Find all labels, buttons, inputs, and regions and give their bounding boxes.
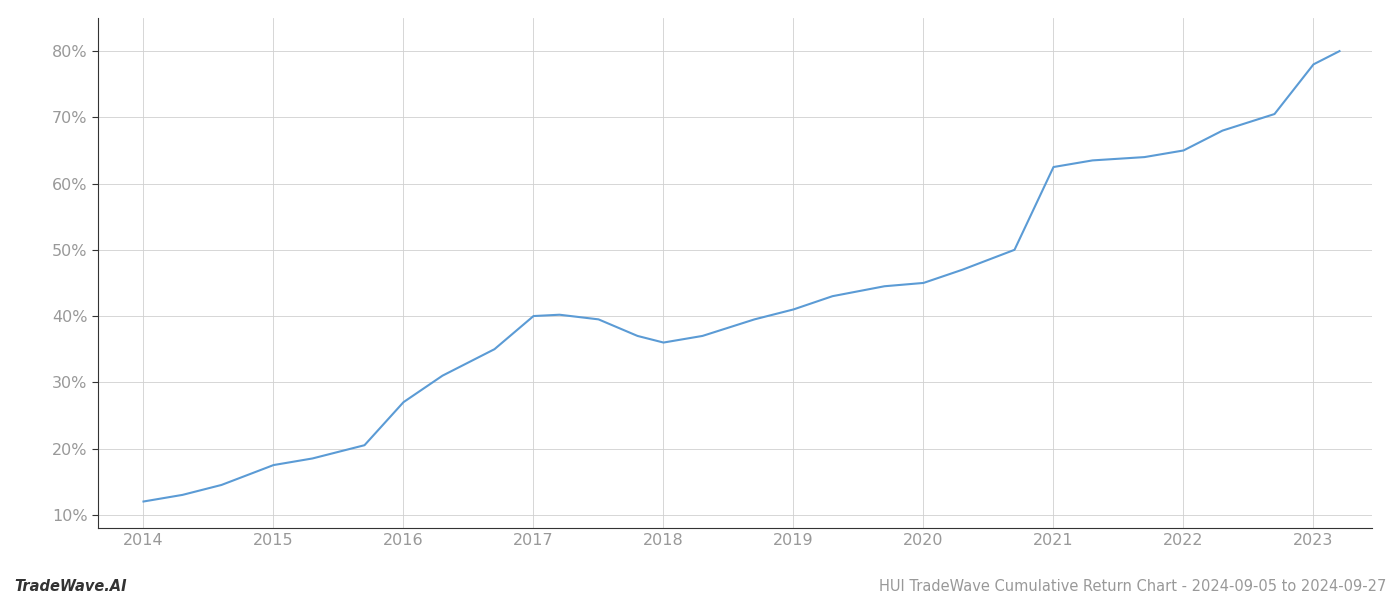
Text: TradeWave.AI: TradeWave.AI — [14, 579, 126, 594]
Text: HUI TradeWave Cumulative Return Chart - 2024-09-05 to 2024-09-27: HUI TradeWave Cumulative Return Chart - … — [879, 579, 1386, 594]
